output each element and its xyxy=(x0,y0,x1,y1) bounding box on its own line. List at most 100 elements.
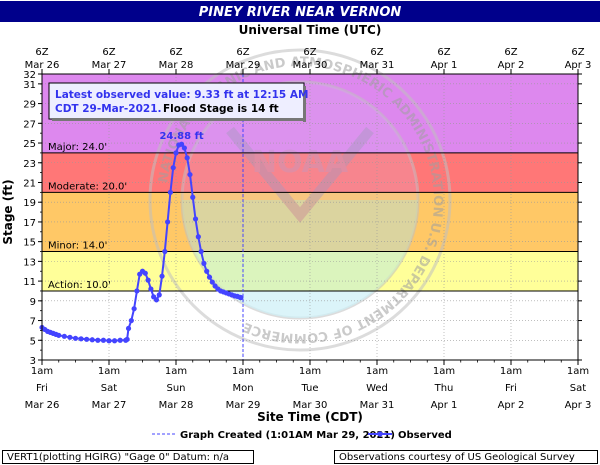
data-point xyxy=(167,189,174,195)
data-point xyxy=(134,288,140,294)
top-tick-label: Mar 31 xyxy=(360,60,395,71)
data-point xyxy=(128,317,134,324)
y-tick-label: 21 xyxy=(23,178,36,189)
data-point xyxy=(145,277,151,283)
legend-observed-label: Observed xyxy=(398,430,452,441)
top-tick-label: 6Z xyxy=(437,47,450,58)
data-point xyxy=(162,248,168,255)
y-tick-label: 5 xyxy=(30,336,36,347)
latest-box-line2a: CDT 29-Mar-2021. xyxy=(55,103,162,115)
x-tick-label: Apr 3 xyxy=(565,400,592,411)
top-tick-label: 6Z xyxy=(571,47,584,58)
flood-band-label-0: Action: 10.0' xyxy=(48,280,111,291)
y-tick-label: 19 xyxy=(23,198,36,209)
data-point xyxy=(184,155,190,161)
y-axis-title: Stage (ft) xyxy=(1,179,15,244)
latest-box-line2b: Flood Stage is 14 ft xyxy=(163,103,279,115)
data-point xyxy=(142,270,148,276)
data-point xyxy=(181,145,187,151)
y-tick-label: 7 xyxy=(30,317,36,328)
x-axis-top: 6Z Mar 26 6Z Mar 27 6Z Mar 28 6Z Mar 29 6Z Mar 30… xyxy=(25,47,591,74)
top-tick-label: Mar 26 xyxy=(25,60,60,71)
data-point xyxy=(195,234,201,240)
y-tick-label: 13 xyxy=(23,257,36,268)
y-tick-label: 29 xyxy=(23,100,36,111)
y-tick-label: 3 xyxy=(30,356,36,367)
data-point xyxy=(56,332,62,338)
x-axis-bottom: 1am Fri Mar 26 1am Sat Mar 27 1am Sun Mar 28 1am M… xyxy=(25,360,592,411)
flood-band-label-2: Moderate: 20.0' xyxy=(48,181,127,192)
top-tick-label: Mar 28 xyxy=(159,60,194,71)
y-tick-label: 31 xyxy=(23,80,36,91)
top-tick-label: Apr 1 xyxy=(431,60,458,71)
top-tick-label: 6Z xyxy=(236,47,249,58)
top-tick-label: 6Z xyxy=(303,47,316,58)
x-tick-label: 1am xyxy=(500,366,522,377)
footer-attribution: Observations courtesy of US Geological S… xyxy=(334,450,598,464)
x-tick-label: Tue xyxy=(300,383,318,394)
observed-series xyxy=(39,141,244,344)
data-point xyxy=(61,333,67,339)
x-tick-label: 1am xyxy=(165,366,187,377)
data-point xyxy=(106,338,112,344)
x-tick-label: Wed xyxy=(366,383,388,394)
latest-value-box: Latest observed value: 9.33 ft at 12:15 … xyxy=(48,82,308,122)
top-tick-label: 6Z xyxy=(102,47,115,58)
data-point xyxy=(111,338,118,344)
y-tick-label: 17 xyxy=(23,218,36,229)
y-tick-label: 11 xyxy=(23,277,36,288)
y-tick-label: 27 xyxy=(23,119,36,130)
x-tick-label: Mar 29 xyxy=(226,400,261,411)
x-tick-label: 1am xyxy=(567,366,589,377)
y-tick-label: 15 xyxy=(23,238,36,249)
top-tick-label: 6Z xyxy=(169,47,182,58)
x-tick-label: Fri xyxy=(505,383,517,394)
x-tick-label: 1am xyxy=(299,366,321,377)
data-point xyxy=(206,274,213,280)
x-tick-label: Fri xyxy=(36,383,48,394)
data-point xyxy=(156,292,162,298)
x-tick-label: 1am xyxy=(366,366,388,377)
data-point xyxy=(204,268,210,274)
latest-box-shadow-bottom xyxy=(52,118,306,121)
data-point xyxy=(198,248,204,255)
legend: Graph Created (1:01AM Mar 29, 2021) Obse… xyxy=(152,430,452,441)
data-point xyxy=(125,325,132,332)
y-tick-label: 9 xyxy=(30,297,36,308)
data-point xyxy=(187,171,193,178)
data-point xyxy=(89,337,95,343)
x-tick-label: Sat xyxy=(570,383,586,394)
band-labels: Action: 10.0' Minor: 14.0' Moderate: 20.0'… xyxy=(42,142,578,292)
top-tick-label: 6Z xyxy=(504,47,517,58)
x-tick-label: 1am xyxy=(98,366,120,377)
data-point xyxy=(153,297,160,303)
watermark-outer-ring xyxy=(148,48,452,352)
data-point xyxy=(190,194,196,200)
data-point xyxy=(67,334,73,340)
latest-box-line1: Latest observed value: 9.33 ft at 12:15 … xyxy=(55,89,308,101)
x-tick-label: 1am xyxy=(31,366,53,377)
data-point xyxy=(95,337,101,343)
x-tick-label: Apr 2 xyxy=(498,400,525,411)
latest-box-shadow-right xyxy=(303,86,306,122)
data-point xyxy=(78,336,84,342)
top-tick-label: Mar 27 xyxy=(92,60,127,71)
data-point xyxy=(117,337,123,343)
data-point xyxy=(201,260,207,266)
peak-label: 24.88 ft xyxy=(159,131,203,142)
data-point xyxy=(173,150,179,156)
legend-created-label: Graph Created (1:01AM Mar 29, 2021) xyxy=(180,430,395,441)
x-tick-label: Mar 27 xyxy=(92,400,127,411)
watermark-sea xyxy=(182,200,418,318)
flood-band-label-1: Minor: 14.0' xyxy=(48,241,107,252)
title-bar xyxy=(0,1,600,22)
x-tick-label: Thu xyxy=(434,383,454,394)
legend-observed-marker xyxy=(377,431,383,437)
data-point xyxy=(178,141,185,147)
top-tick-label: Mar 29 xyxy=(226,60,261,71)
footer-datum: VERT1(plotting HGIRG) "Gage 0" Datum: n/… xyxy=(2,450,254,464)
top-tick-label: 6Z xyxy=(35,47,48,58)
x-tick-label: Mar 26 xyxy=(25,400,60,411)
